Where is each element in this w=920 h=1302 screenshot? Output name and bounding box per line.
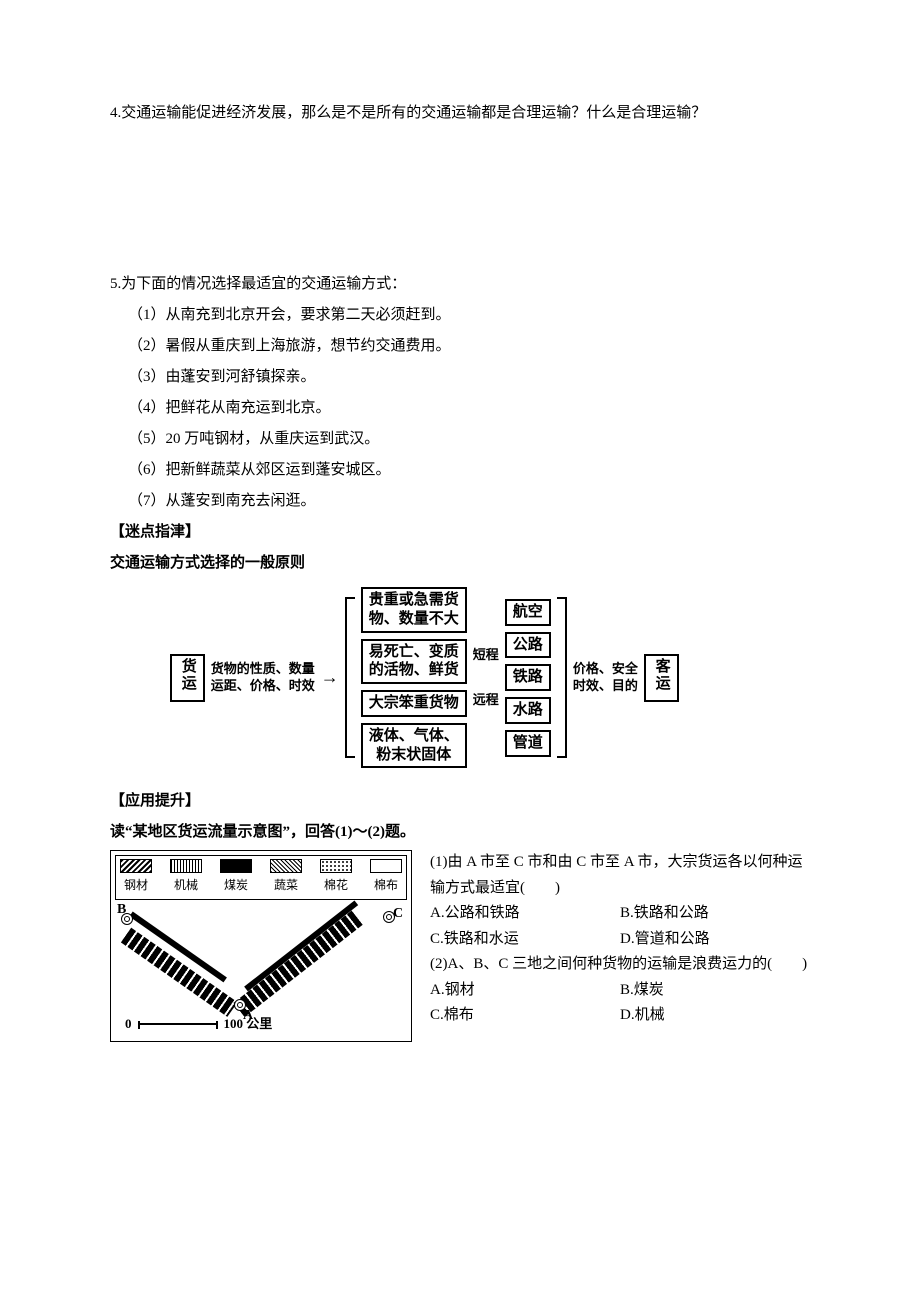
cat-valuable: 贵重或急需货 物、数量不大 bbox=[361, 587, 467, 633]
passenger-criteria: 价格、安全 时效、目的 bbox=[573, 661, 638, 694]
ex1-opt-b: B.铁路和公路 bbox=[620, 901, 810, 927]
ex2-opt-d: D.机械 bbox=[620, 1003, 810, 1029]
ex1-opt-d: D.管道和公路 bbox=[620, 927, 810, 953]
ex2-opt-a: A.钢材 bbox=[430, 978, 620, 1004]
mode-road: 公路 bbox=[505, 632, 551, 659]
city-b-label: B bbox=[117, 897, 126, 922]
legend-veg: 蔬菜 bbox=[270, 859, 302, 897]
header-principle: 交通运输方式选择的一般原则 bbox=[110, 550, 810, 577]
cat-bulk: 大宗笨重货物 bbox=[361, 690, 467, 717]
legend-mach: 机械 bbox=[170, 859, 202, 897]
ex1-opt-c: C.铁路和水运 bbox=[430, 927, 620, 953]
ex2-stem: (2)A、B、C 三地之间何种货物的运输是浪费运力的( ) bbox=[430, 952, 810, 978]
city-c-label: C bbox=[393, 901, 403, 926]
q5-item-7: （7）从蓬安到南充去闲逛。 bbox=[110, 488, 810, 515]
freight-flow-figure: 钢材 机械 煤炭 蔬菜 棉花 棉布 B A C 0 100 公里 bbox=[110, 850, 412, 1042]
question-5-stem: 5.为下面的情况选择最适宜的交通运输方式： bbox=[110, 271, 810, 298]
ex2-options: A.钢材 B.煤炭 C.棉布 D.机械 bbox=[430, 978, 810, 1029]
q5-item-4: （4）把鲜花从南充运到北京。 bbox=[110, 395, 810, 422]
q5-item-2: （2）暑假从重庆到上海旅游，想节约交通费用。 bbox=[110, 333, 810, 360]
legend-steel: 钢材 bbox=[120, 859, 152, 897]
ex1-options: A.公路和铁路 B.铁路和公路 C.铁路和水运 D.管道和公路 bbox=[430, 901, 810, 952]
q5-item-5: （5）20 万吨钢材，从重庆运到武汉。 bbox=[110, 426, 810, 453]
legend-coal: 煤炭 bbox=[220, 859, 252, 897]
header-midian: 【迷点指津】 bbox=[110, 519, 810, 546]
passenger-label: 客运 bbox=[644, 654, 679, 702]
arrow-right-icon: → bbox=[321, 661, 339, 693]
q5-item-1: （1）从南充到北京开会，要求第二天必须赶到。 bbox=[110, 302, 810, 329]
transport-selection-diagram: 货运 货物的性质、数量 运距、价格、时效 → 贵重或急需货 物、数量不大 易死亡… bbox=[170, 587, 810, 768]
legend-cloth: 棉布 bbox=[370, 859, 402, 897]
cargo-categories: 贵重或急需货 物、数量不大 易死亡、变质 的活物、鲜货 大宗笨重货物 液体、气体… bbox=[361, 587, 467, 768]
freight-criteria: 货物的性质、数量 运距、价格、时效 bbox=[211, 661, 315, 694]
answer-space-4 bbox=[110, 131, 810, 271]
right-bracket-icon bbox=[557, 597, 567, 758]
q5-item-3: （3）由蓬安到河舒镇探亲。 bbox=[110, 364, 810, 391]
figure-legend: 钢材 机械 煤炭 蔬菜 棉花 棉布 bbox=[115, 855, 407, 900]
ex2-opt-c: C.棉布 bbox=[430, 1003, 620, 1029]
ex1-stem: (1)由 A 市至 C 市和由 C 市至 A 市，大宗货运各以何种运输方式最适宜… bbox=[430, 850, 810, 901]
cat-fluid: 液体、气体、 粉末状固体 bbox=[361, 723, 467, 769]
freight-label: 货运 bbox=[170, 654, 205, 702]
mode-pipe: 管道 bbox=[505, 730, 551, 757]
mode-air: 航空 bbox=[505, 599, 551, 626]
ex1-opt-a: A.公路和铁路 bbox=[430, 901, 620, 927]
scale-bar: 0 100 公里 bbox=[125, 1012, 272, 1035]
legend-cotton: 棉花 bbox=[320, 859, 352, 897]
q5-item-6: （6）把新鲜蔬菜从郊区运到蓬安城区。 bbox=[110, 457, 810, 484]
question-4: 4.交通运输能促进经济发展，那么是不是所有的交通运输都是合理运输？什么是合理运输… bbox=[110, 100, 810, 127]
header-yingyong: 【应用提升】 bbox=[110, 788, 810, 815]
cat-perishable: 易死亡、变质 的活物、鲜货 bbox=[361, 639, 467, 685]
distance-labels: 短程 远程 bbox=[473, 633, 499, 723]
mode-water: 水路 bbox=[505, 697, 551, 724]
read-instruction: 读“某地区货运流量示意图”，回答(1)～(2)题。 bbox=[110, 819, 810, 846]
transport-modes: 航空 公路 铁路 水路 管道 bbox=[505, 599, 551, 757]
ex2-opt-b: B.煤炭 bbox=[620, 978, 810, 1004]
mode-rail: 铁路 bbox=[505, 664, 551, 691]
left-bracket-icon bbox=[345, 597, 355, 758]
exercise-block: (1)由 A 市至 C 市和由 C 市至 A 市，大宗货运各以何种运输方式最适宜… bbox=[430, 850, 810, 1029]
